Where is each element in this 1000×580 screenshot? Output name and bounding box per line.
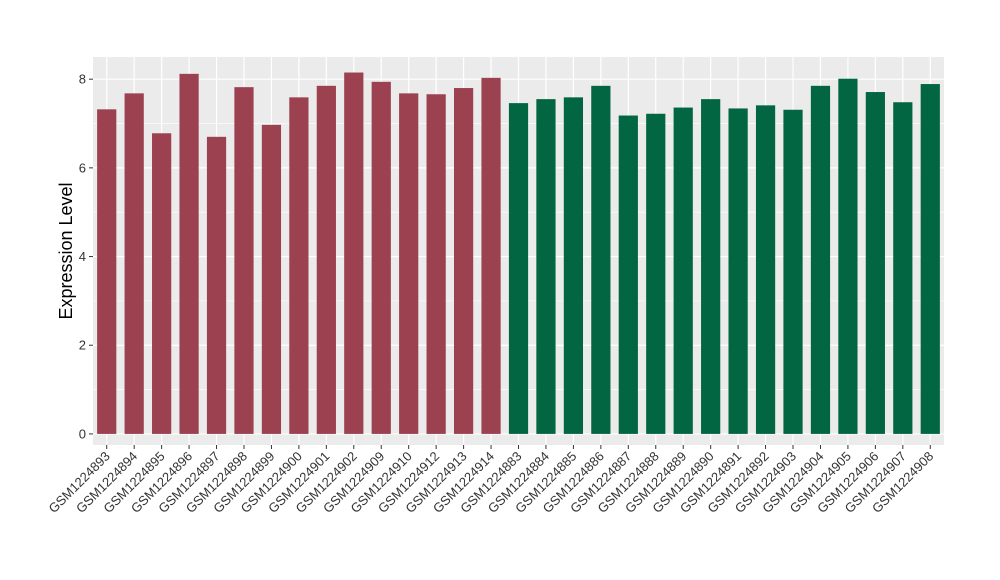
bar-GSM1224899: [261, 124, 282, 434]
bar-GSM1224892: [755, 105, 776, 434]
y-tick-label: 0: [79, 426, 86, 441]
bar-GSM1224887: [618, 115, 638, 434]
bar-GSM1224891: [728, 108, 748, 434]
bar-GSM1224908: [920, 84, 940, 434]
bar-GSM1224904: [810, 85, 831, 434]
bar-GSM1224906: [865, 92, 885, 434]
bar-GSM1224896: [179, 73, 199, 434]
bar-GSM1224886: [591, 85, 611, 434]
bars: [97, 72, 940, 434]
y-tick-label: 4: [79, 249, 86, 264]
bar-GSM1224907: [893, 102, 913, 434]
bar-GSM1224902: [344, 72, 364, 434]
bar-GSM1224895: [152, 133, 172, 434]
bar-GSM1224900: [289, 97, 309, 434]
bar-GSM1224889: [673, 107, 693, 434]
bar-GSM1224885: [563, 97, 584, 434]
bar-GSM1224914: [481, 77, 501, 434]
bar-GSM1224901: [316, 85, 336, 434]
bar-GSM1224913: [453, 88, 474, 434]
bar-GSM1224898: [234, 87, 254, 434]
y-tick-label: 2: [79, 338, 86, 353]
y-tick-label: 8: [79, 72, 86, 87]
bar-GSM1224910: [399, 93, 419, 434]
x-axis: GSM1224893GSM1224894GSM1224895GSM1224896…: [46, 445, 936, 516]
bar-GSM1224888: [646, 113, 666, 434]
bar-GSM1224903: [783, 109, 803, 434]
bar-GSM1224912: [426, 94, 446, 434]
bar-GSM1224909: [371, 81, 391, 434]
bar-GSM1224884: [536, 99, 556, 434]
y-axis: 0 2 4 6 8: [79, 72, 93, 441]
bar-GSM1224893: [97, 109, 117, 434]
bar-GSM1224897: [206, 136, 227, 434]
y-tick-label: 6: [79, 160, 86, 175]
bar-GSM1224894: [124, 93, 144, 434]
y-axis-title: Expression Level: [56, 182, 76, 319]
bar-GSM1224905: [838, 78, 858, 434]
bar-GSM1224883: [508, 103, 529, 434]
bar-GSM1224890: [701, 99, 721, 434]
